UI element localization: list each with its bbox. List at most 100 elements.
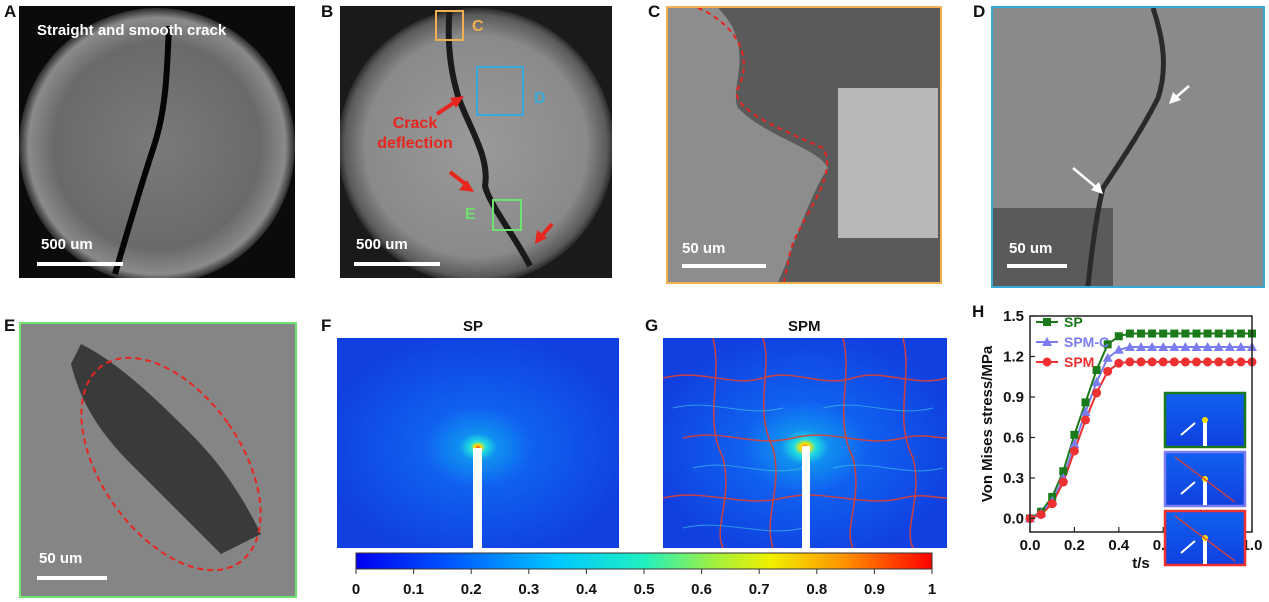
panel-g-notch xyxy=(802,446,810,548)
marker-spm-c xyxy=(1169,342,1180,352)
x-tick-label: 1.0 xyxy=(1242,537,1263,554)
panel-a-scale-bar xyxy=(37,262,123,266)
panel-f-notch xyxy=(473,448,482,548)
marker-spm-c xyxy=(1080,406,1091,416)
box-d xyxy=(476,66,524,116)
marker-spm-c xyxy=(1191,342,1202,352)
y-tick-label: 0.9 xyxy=(1003,389,1024,406)
marker-sp xyxy=(1070,430,1079,439)
marker-spm-c xyxy=(1069,439,1080,449)
colorbar-tick-label: 0.9 xyxy=(864,581,885,598)
inset-boundary xyxy=(1174,456,1236,503)
panel-label-f: F xyxy=(321,316,332,335)
panel-g-stress-map xyxy=(663,338,947,548)
panel-a-crack xyxy=(112,25,172,275)
marker-sp xyxy=(1092,366,1101,374)
marker-spm xyxy=(1125,357,1135,367)
panel-d-crack xyxy=(1085,8,1166,286)
x-tick-label: 0.0 xyxy=(1020,537,1041,554)
panel-h-chart: 0.00.20.40.60.81.00.00.30.60.91.21.5t/sV… xyxy=(968,300,1268,600)
colorbar: 0 0.1 0.2 0.3 0.4 0.5 0.6 0.7 0.8 0.9 1 xyxy=(352,552,936,600)
panel-b-micrograph xyxy=(340,6,612,278)
inset-notch xyxy=(1203,422,1207,446)
colorbar-tick-label: 0.4 xyxy=(576,581,598,598)
panel-a-scale-text: 500 um xyxy=(41,236,93,253)
y-tick-label: 1.2 xyxy=(1003,349,1024,366)
panel-e-sem-image: 50 um xyxy=(19,322,297,598)
x-tick-label: 0.4 xyxy=(1108,537,1130,554)
colorbar-tick-label: 0.6 xyxy=(691,581,712,598)
marker-spm xyxy=(1103,366,1113,376)
panel-c-crack-outline xyxy=(697,8,829,282)
panel-e-scale-bar xyxy=(37,576,107,580)
x-axis-label: t/s xyxy=(1132,555,1150,572)
marker-spm xyxy=(1180,357,1190,367)
marker-sp xyxy=(1170,329,1179,338)
colorbar-tick-label: 0.8 xyxy=(806,581,827,598)
marker-sp xyxy=(1114,332,1123,341)
marker-sp xyxy=(1125,329,1134,338)
colorbar-tick-label: 0.3 xyxy=(518,581,539,598)
panel-g-field xyxy=(663,338,947,548)
legend-marker xyxy=(1042,357,1052,367)
marker-spm-c xyxy=(1147,342,1158,352)
inset-tip xyxy=(1202,417,1208,423)
colorbar-tick-label: 0.2 xyxy=(461,581,482,598)
panel-b-scale-bar xyxy=(354,262,440,266)
panel-g-title: SPM xyxy=(788,318,821,335)
panel-label-e: E xyxy=(4,316,16,335)
y-tick-label: 0.6 xyxy=(1003,430,1024,447)
marker-sp xyxy=(1181,329,1190,338)
panel-d-micrograph xyxy=(993,8,1263,286)
legend-label-spm: SPM xyxy=(1064,354,1094,370)
marker-sp xyxy=(1214,329,1223,338)
panel-f-title: SP xyxy=(463,318,484,335)
marker-spm-c xyxy=(1213,342,1224,352)
panel-f-stress-map xyxy=(337,338,619,548)
marker-spm xyxy=(1203,357,1213,367)
marker-spm xyxy=(1047,499,1057,509)
marker-spm-c xyxy=(1136,342,1146,352)
marker-spm-c xyxy=(1180,342,1191,352)
panel-a-caption: Straight and smooth crack xyxy=(37,22,227,39)
arrow-d1 xyxy=(1174,85,1190,99)
colorbar-tick-label: 0 xyxy=(352,581,360,598)
marker-spm xyxy=(1081,415,1090,425)
panel-c-scale-bar xyxy=(682,264,766,268)
marker-spm-c xyxy=(1113,344,1124,354)
inset-arrow xyxy=(1180,422,1196,436)
marker-spm xyxy=(1058,477,1068,487)
marker-sp xyxy=(1192,329,1201,338)
marker-spm-c xyxy=(1091,377,1102,387)
marker-sp xyxy=(1081,398,1090,407)
panel-b-crack xyxy=(445,6,533,268)
marker-spm xyxy=(1214,357,1224,367)
marker-spm-c xyxy=(1158,342,1169,352)
panel-a-sem-image: Straight and smooth crack 500 um xyxy=(19,6,295,278)
panel-label-c: C xyxy=(648,2,661,21)
marker-sp xyxy=(1236,329,1245,338)
panel-label-a: A xyxy=(4,2,17,21)
marker-spm xyxy=(1147,357,1157,367)
marker-spm xyxy=(1114,358,1124,368)
colorbar-tick-label: 0.7 xyxy=(749,581,770,598)
panel-label-h: H xyxy=(972,302,985,321)
legend-label-sp: SP xyxy=(1064,314,1083,330)
inset-boundary xyxy=(1174,515,1236,562)
legend-label-spm-c: SPM-C xyxy=(1064,334,1109,350)
marker-sp xyxy=(1203,329,1212,338)
marker-spm xyxy=(1136,357,1146,367)
panel-a-micrograph xyxy=(19,8,295,278)
arrow-d2 xyxy=(1072,167,1098,189)
marker-sp xyxy=(1159,329,1168,338)
marker-sp xyxy=(1103,340,1112,349)
legend-marker xyxy=(1042,337,1052,346)
colorbar-svg: 0 0.1 0.2 0.3 0.4 0.5 0.6 0.7 0.8 0.9 1 xyxy=(352,552,936,598)
colorbar-tick-label: 1 xyxy=(928,581,936,598)
marker-spm-c xyxy=(1102,352,1113,362)
box-e xyxy=(492,199,522,231)
marker-sp xyxy=(1137,329,1145,338)
panel-c-micrograph xyxy=(668,8,940,282)
marker-spm xyxy=(1192,357,1201,367)
marker-spm xyxy=(1036,509,1046,519)
